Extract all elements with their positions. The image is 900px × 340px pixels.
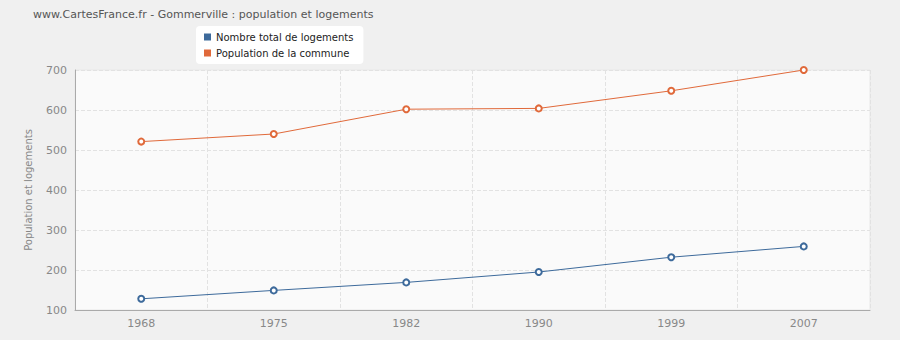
svg-text:700: 700 [46,64,67,77]
svg-text:Nombre total de logements: Nombre total de logements [216,32,353,43]
svg-text:1968: 1968 [127,317,155,330]
svg-text:1975: 1975 [260,317,288,330]
svg-text:2007: 2007 [790,317,818,330]
svg-text:300: 300 [46,224,67,237]
svg-text:600: 600 [46,104,67,117]
svg-text:400: 400 [46,184,67,197]
svg-text:1999: 1999 [657,317,685,330]
svg-text:1990: 1990 [525,317,553,330]
svg-text:1982: 1982 [392,317,420,330]
svg-text:200: 200 [46,264,67,277]
svg-text:Population de la commune: Population de la commune [216,48,349,59]
svg-text:Population et logements: Population et logements [23,129,34,251]
svg-text:www.CartesFrance.fr - Gommervi: www.CartesFrance.fr - Gommerville : popu… [33,8,374,21]
svg-text:500: 500 [46,144,67,157]
svg-text:100: 100 [46,304,67,317]
